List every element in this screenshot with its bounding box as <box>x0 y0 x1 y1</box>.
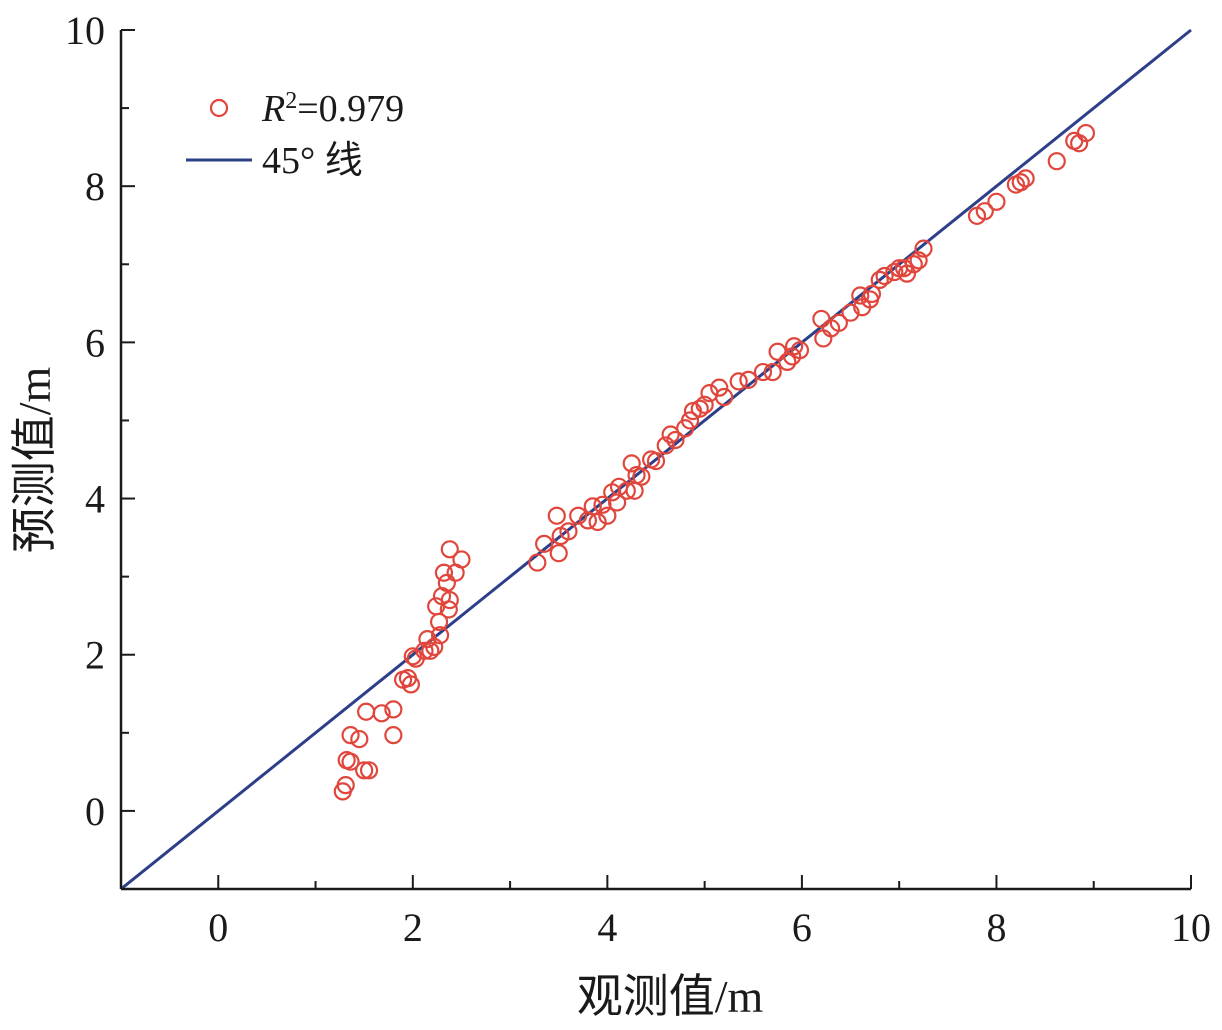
legend-scatter-marker <box>209 98 229 118</box>
x-tick-label: 8 <box>986 905 1006 950</box>
data-point <box>384 726 403 745</box>
data-point <box>1016 169 1035 188</box>
data-point <box>421 641 440 660</box>
data-point <box>439 600 458 619</box>
data-point <box>646 451 666 471</box>
y-tick-label: 8 <box>85 164 105 209</box>
data-point <box>598 506 617 525</box>
data-point <box>617 481 636 500</box>
data-point <box>384 700 403 719</box>
data-point <box>372 704 391 723</box>
legend-r-value: =0.979 <box>297 88 404 130</box>
data-point <box>559 522 578 541</box>
data-point <box>975 202 994 221</box>
x-tick-label: 4 <box>597 905 617 950</box>
data-point <box>841 303 860 322</box>
x-axis-label: 观测值/m <box>577 971 764 1022</box>
legend-r-symbol: R <box>261 88 285 130</box>
data-point <box>403 647 422 666</box>
data-point <box>440 590 459 610</box>
y-tick-label: 10 <box>65 8 105 53</box>
scatter-points-layer <box>333 123 1096 801</box>
y-tick-label: 2 <box>85 633 105 678</box>
data-point <box>357 702 376 721</box>
data-point <box>829 313 848 332</box>
legend-r-superscript: 2 <box>285 88 297 114</box>
x-tick-label: 10 <box>1171 905 1211 950</box>
data-point <box>336 776 355 795</box>
data-point <box>885 262 904 282</box>
data-point <box>851 286 870 305</box>
data-point <box>569 506 588 525</box>
data-point <box>1011 173 1030 192</box>
data-point <box>870 270 889 289</box>
data-point <box>812 309 831 329</box>
data-point <box>714 387 734 407</box>
legend-line-label: 45° 线 <box>262 140 363 182</box>
x-tick-label: 0 <box>208 905 228 950</box>
data-point <box>434 563 454 582</box>
data-point <box>1047 152 1066 171</box>
x-tick-label: 6 <box>792 905 812 950</box>
data-point <box>430 626 450 645</box>
data-point <box>753 362 773 382</box>
data-point <box>862 284 882 304</box>
data-point <box>909 251 928 270</box>
y-tick-label: 0 <box>85 789 105 834</box>
data-point <box>914 239 933 258</box>
data-point <box>440 540 459 559</box>
data-point <box>904 255 923 274</box>
data-point <box>549 544 568 563</box>
reference-45-degree-line <box>120 28 1192 891</box>
x-tick-label: 2 <box>403 905 423 950</box>
data-point <box>401 675 420 694</box>
axes-layer: 0 2 4 6 8 10 0 2 4 6 8 10 <box>65 8 1211 950</box>
data-point <box>690 399 709 418</box>
y-tick-label: 4 <box>85 477 105 522</box>
data-point <box>763 362 782 382</box>
data-point <box>350 729 369 749</box>
data-point <box>355 761 374 780</box>
data-point <box>680 411 700 430</box>
data-point <box>875 266 894 286</box>
data-point <box>429 612 449 632</box>
data-point <box>535 534 554 553</box>
data-point <box>987 192 1006 211</box>
y-axis-label: 预测值/m <box>9 367 60 554</box>
data-point <box>622 454 641 473</box>
data-point <box>790 341 810 360</box>
data-point <box>710 378 729 397</box>
data-point <box>778 352 797 371</box>
data-point <box>1076 123 1096 143</box>
data-point <box>341 752 360 771</box>
data-point <box>359 761 379 780</box>
data-point <box>666 430 685 450</box>
legend: R2=0.979 45° 线 <box>186 88 404 182</box>
data-point <box>729 372 748 391</box>
legend-scatter-label: R2=0.979 <box>261 88 404 130</box>
data-point <box>632 467 651 486</box>
data-point <box>656 436 675 455</box>
data-point <box>341 726 360 745</box>
data-point <box>547 506 566 525</box>
data-point <box>695 395 714 414</box>
data-point <box>528 553 547 572</box>
reference-line-layer <box>120 28 1192 891</box>
data-point <box>452 550 471 569</box>
y-tick-label: 6 <box>85 320 105 365</box>
data-point <box>415 641 434 660</box>
data-point <box>739 370 758 389</box>
data-point <box>588 512 607 532</box>
